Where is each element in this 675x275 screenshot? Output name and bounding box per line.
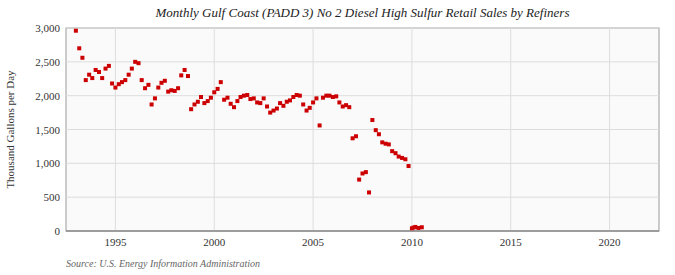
point: [163, 79, 167, 83]
point: [209, 96, 213, 100]
point: [84, 78, 88, 82]
point: [232, 105, 236, 109]
x-grid-line: [313, 28, 314, 231]
point: [357, 178, 361, 182]
point: [314, 96, 318, 100]
y-tick-label: 500: [44, 191, 61, 203]
point: [80, 56, 84, 60]
point: [176, 86, 180, 90]
point: [262, 96, 266, 100]
point: [420, 225, 424, 229]
y-tick-label: 3,000: [35, 22, 60, 34]
y-grid-line: [66, 28, 659, 29]
point: [74, 29, 78, 33]
x-tick-label: 2010: [401, 236, 424, 248]
point: [150, 102, 154, 106]
point: [235, 99, 239, 103]
point: [337, 100, 341, 104]
x-grid-line: [214, 28, 215, 231]
point: [156, 86, 160, 90]
y-grid-line: [66, 61, 659, 62]
point: [219, 80, 223, 84]
x-grid-line: [115, 28, 116, 231]
point: [216, 87, 220, 91]
point: [189, 107, 193, 111]
grid: [66, 28, 659, 231]
y-axis-label: Thousand Gallons per Day: [4, 70, 16, 189]
point: [199, 95, 203, 99]
point: [146, 83, 150, 87]
point: [281, 104, 285, 108]
point: [153, 96, 157, 100]
y-tick-label: 1,000: [35, 157, 60, 169]
y-grid-line: [66, 197, 659, 198]
point: [77, 46, 81, 50]
point: [130, 67, 134, 71]
chart: 0 500 1,000 1,500 2,000 2,500 3,000 1995 2000 200…: [0, 0, 675, 275]
point: [90, 76, 94, 80]
y-grid-line: [66, 163, 659, 164]
point: [265, 104, 269, 108]
point: [403, 157, 407, 161]
y-grid-line: [66, 95, 659, 96]
point: [186, 74, 190, 78]
point: [100, 76, 104, 80]
point: [252, 96, 256, 100]
point: [367, 190, 371, 194]
x-tick-label: 2020: [599, 236, 622, 248]
source-note: Source: U.S. Energy Information Administ…: [66, 258, 260, 269]
point: [140, 78, 144, 82]
point: [377, 132, 381, 136]
y-grid-line: [66, 129, 659, 130]
x-grid-line: [609, 28, 610, 231]
x-tick-label: 2000: [203, 236, 226, 248]
title: Monthly Gulf Coast (PADD 3) No 2 Diesel …: [155, 5, 570, 20]
plot-frame: [66, 28, 659, 231]
point: [301, 102, 305, 106]
point: [137, 61, 141, 65]
point: [97, 70, 101, 74]
point: [364, 170, 368, 174]
point: [354, 134, 358, 138]
y-tick-label: 2,000: [35, 90, 60, 102]
point: [123, 78, 127, 82]
point: [370, 118, 374, 122]
y-tick-label: 2,500: [35, 56, 60, 68]
x-tick-label: 1995: [104, 236, 127, 248]
y-tick-label: 1,500: [35, 124, 60, 136]
y-grid-line: [66, 231, 659, 232]
point: [275, 107, 279, 111]
point: [407, 164, 411, 168]
point: [308, 106, 312, 110]
points: [74, 29, 424, 231]
point: [179, 73, 183, 77]
point: [225, 96, 229, 100]
point: [110, 81, 114, 85]
point: [387, 142, 391, 146]
point: [374, 128, 378, 132]
x-tick-label: 2005: [302, 236, 325, 248]
x-grid-line: [411, 28, 412, 231]
x-grid-line: [510, 28, 511, 231]
point: [318, 123, 322, 127]
point: [245, 93, 249, 97]
point: [107, 64, 111, 68]
x-tick-label: 2015: [500, 236, 523, 248]
point: [298, 94, 302, 98]
point: [183, 68, 187, 72]
point: [334, 94, 338, 98]
x-axis-line: [66, 231, 659, 232]
point: [311, 100, 315, 104]
point: [258, 101, 262, 105]
point: [196, 100, 200, 104]
point: [127, 73, 131, 77]
y-tick-label: 0: [55, 225, 61, 237]
point: [347, 105, 351, 109]
